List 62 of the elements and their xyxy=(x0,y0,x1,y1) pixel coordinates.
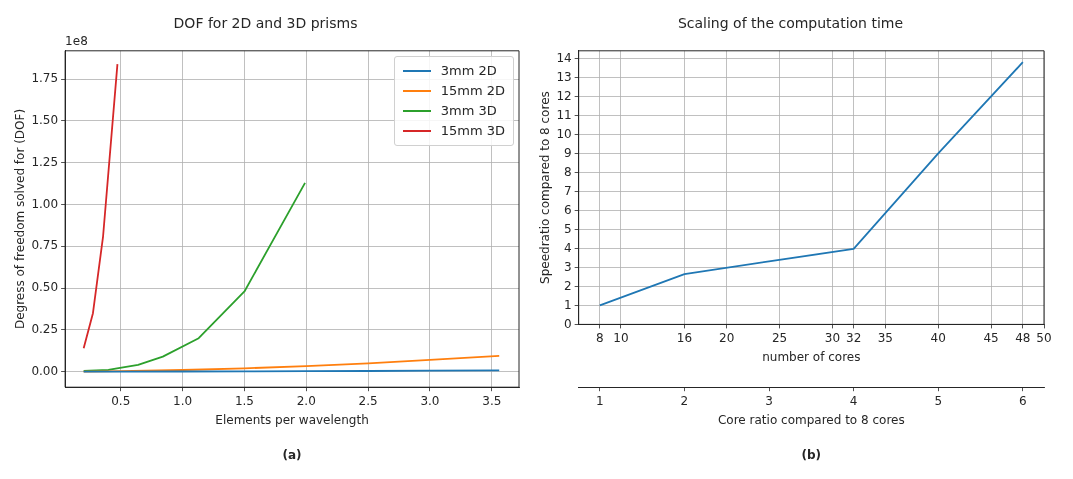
y-tick-label: 13 xyxy=(556,69,572,84)
y-tick-label: 14 xyxy=(556,50,572,65)
legend-label: 15mm 3D xyxy=(440,123,505,139)
x2-axis-title: Core ratio compared to 8 cores xyxy=(717,412,905,427)
x-tick-label: 50 xyxy=(1036,330,1052,345)
x-tick-label: 8 xyxy=(596,330,604,345)
x-axis-title: Elements per wavelength xyxy=(215,412,369,427)
y-tick-label: 1.50 xyxy=(31,113,59,128)
x-tick-label: 32 xyxy=(846,330,862,345)
y-tick-label: 0.50 xyxy=(31,280,59,295)
y-tick-label: 1.25 xyxy=(31,154,59,169)
y-tick-label: 6 xyxy=(564,202,572,217)
y-tick-label: 0.25 xyxy=(31,322,59,336)
y-tick-label: 3 xyxy=(564,259,572,274)
y-tick-label: 11 xyxy=(556,107,572,122)
y-tick-label: 2 xyxy=(564,278,572,293)
chart-title: Scaling of the computation time xyxy=(677,15,904,32)
x2-tick-label: 6 xyxy=(1019,393,1027,408)
x-tick-label: 3.0 xyxy=(420,393,440,408)
x-tick-label: 45 xyxy=(983,330,999,345)
y-axis-title: Degress of freedom solved for (DOF) xyxy=(13,108,28,330)
y-tick-label: 1.75 xyxy=(31,71,59,86)
x-tick-label: 20 xyxy=(719,330,735,345)
legend-label: 15mm 2D xyxy=(440,83,505,99)
y-tick-label: 0.75 xyxy=(31,238,59,253)
y-tick-label: 9 xyxy=(564,145,572,160)
y-tick-label: 5 xyxy=(564,221,572,236)
x-tick-label: 2.0 xyxy=(296,393,316,408)
x2-tick-label: 2 xyxy=(680,393,689,408)
y-tick-label: 0 xyxy=(564,316,572,331)
x2-tick-label: 5 xyxy=(934,393,943,408)
legend-label: 3mm 3D xyxy=(440,103,497,119)
y-tick-label: 8 xyxy=(564,164,572,179)
legend-label: 3mm 2D xyxy=(440,63,497,79)
y-tick-label: 7 xyxy=(564,183,572,198)
x-axis-title: number of cores xyxy=(762,350,861,365)
x-tick-label: 25 xyxy=(771,330,788,345)
x-tick-label: 40 xyxy=(930,330,946,345)
x-tick-label: 10 xyxy=(613,330,629,345)
y-axis-title: Speedratio compared to 8 cores xyxy=(538,91,553,284)
x2-tick-label: 4 xyxy=(849,393,858,408)
x-tick-label: 30 xyxy=(824,330,841,345)
text: (b) xyxy=(800,448,823,462)
y-tick-label: 4 xyxy=(564,240,572,255)
x-tick-label: 2.5 xyxy=(358,393,378,408)
x-tick-label: 35 xyxy=(877,330,894,345)
y-tick-label: 0.00 xyxy=(31,363,59,378)
y-tick-label: 10 xyxy=(556,126,572,141)
y-tick-label: 12 xyxy=(556,88,572,103)
y-tick-label: 1 xyxy=(564,297,572,312)
x2-tick-label: 3 xyxy=(765,393,773,408)
text: 1e8 xyxy=(65,33,88,48)
y-tick-label: 1.00 xyxy=(31,196,59,211)
text: (a) xyxy=(281,448,303,462)
x-tick-label: 3.5 xyxy=(482,393,502,408)
x2-tick-label: 1 xyxy=(596,393,604,408)
x-tick-label: 48 xyxy=(1015,330,1031,345)
x-tick-label: 1.0 xyxy=(173,393,193,408)
x-tick-label: 0.5 xyxy=(111,393,131,408)
chart-title: DOF for 2D and 3D prisms xyxy=(173,15,358,32)
x-tick-label: 1.5 xyxy=(234,393,254,408)
x-tick-label: 16 xyxy=(676,330,693,345)
